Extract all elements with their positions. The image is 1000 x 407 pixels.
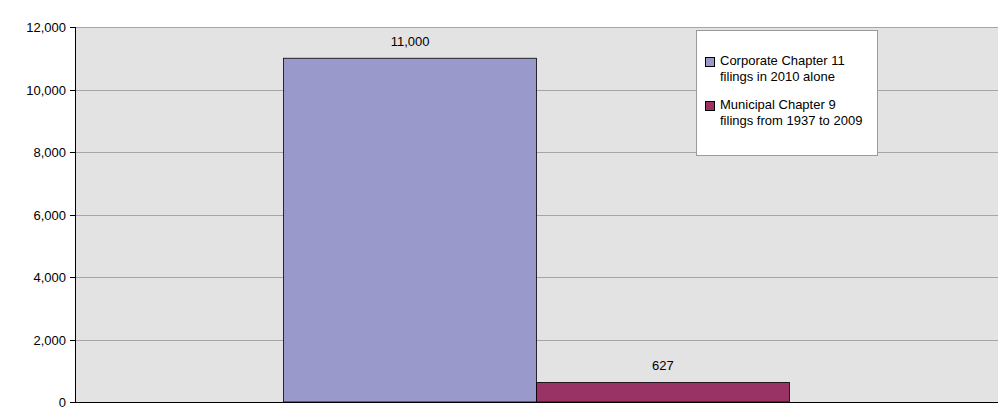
tick-label: 10,000 — [26, 83, 66, 98]
bar — [284, 58, 537, 402]
tick-mark — [70, 215, 75, 216]
chart: 0 2,000 4,000 6,000 8,000 10,000 12,000 11,000 6… — [0, 0, 1000, 407]
legend-item: Municipal Chapter 9 filings from 1937 to… — [705, 97, 869, 129]
bar — [537, 382, 790, 402]
tick-label: 12,000 — [26, 20, 66, 35]
tick-mark — [70, 27, 75, 28]
legend-swatch — [705, 101, 715, 111]
tick-label: 0 — [59, 395, 66, 407]
tick-label: 8,000 — [33, 145, 66, 160]
tick-mark — [70, 90, 75, 91]
bars — [284, 58, 790, 402]
tick-mark — [70, 340, 75, 341]
tick-mark — [70, 152, 75, 153]
legend-label: Corporate Chapter 11 filings in 2010 alo… — [720, 53, 868, 85]
legend-item: Corporate Chapter 11 filings in 2010 alo… — [705, 53, 869, 85]
y-axis — [75, 27, 76, 402]
legend-swatch — [705, 57, 715, 67]
grid-line — [75, 27, 998, 28]
x-axis — [75, 402, 998, 403]
plot-area — [75, 27, 998, 402]
legend: Corporate Chapter 11 filings in 2010 alo… — [696, 30, 878, 156]
grid-line — [75, 402, 998, 403]
tick-label: 6,000 — [33, 208, 66, 223]
tick-label: 4,000 — [33, 270, 66, 285]
data-label: 11,000 — [391, 34, 430, 49]
data-label: 627 — [652, 358, 674, 373]
legend-label: Municipal Chapter 9 filings from 1937 to… — [720, 97, 868, 129]
tick-mark — [70, 277, 75, 278]
tick-mark — [70, 402, 75, 403]
tick-label: 2,000 — [33, 333, 66, 348]
